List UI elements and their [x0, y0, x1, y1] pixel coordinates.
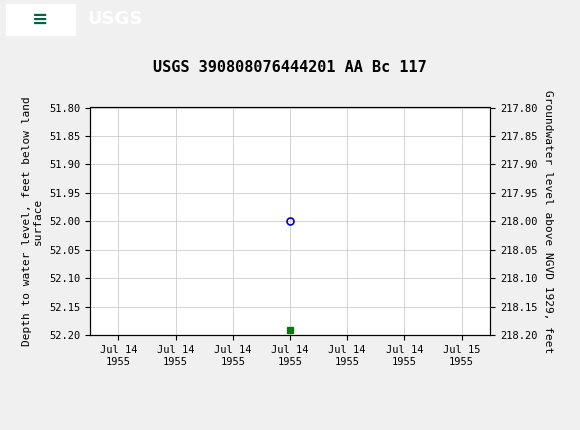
Text: USGS 390808076444201 AA Bc 117: USGS 390808076444201 AA Bc 117: [153, 60, 427, 75]
Text: ≡: ≡: [32, 10, 49, 29]
FancyBboxPatch shape: [6, 4, 75, 35]
Text: USGS: USGS: [87, 10, 142, 28]
Y-axis label: Groundwater level above NGVD 1929, feet: Groundwater level above NGVD 1929, feet: [543, 90, 553, 353]
Y-axis label: Depth to water level, feet below land
surface: Depth to water level, feet below land su…: [22, 97, 44, 346]
